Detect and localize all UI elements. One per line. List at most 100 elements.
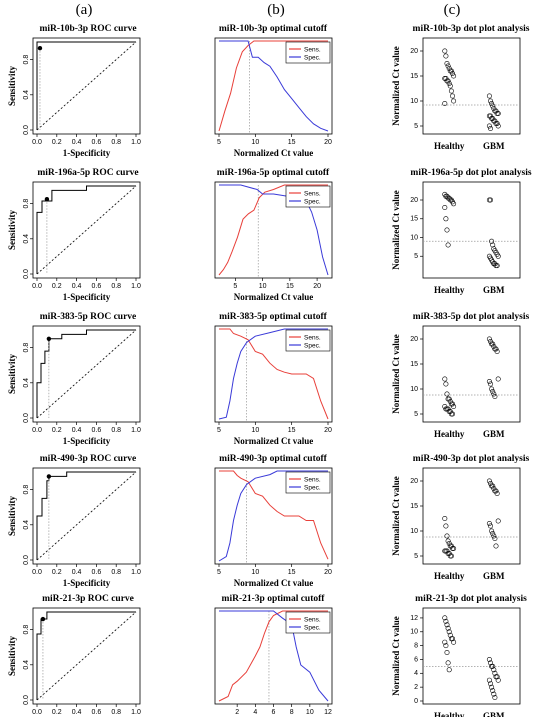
chart-panel-roc: miR-490-3p ROC curve 0.0 0.2 0.4 0.6 0.8 1.0 0.… — [7, 454, 141, 588]
chart-panel-roc: miR-21-3p ROC curve 0.0 0.2 0.4 0.6 0.8 1.0 0.0… — [7, 594, 141, 716]
column-label-b: (b) — [267, 2, 285, 18]
x-tick-label: 0.6 — [92, 569, 102, 576]
healthy-point — [448, 88, 454, 94]
gbm-point — [489, 386, 495, 392]
gbm-point — [494, 263, 500, 269]
legend-box — [285, 329, 331, 352]
gbm-point — [495, 376, 501, 382]
y-tick-label: 15 — [410, 361, 418, 368]
x-tick-label: 0.2 — [52, 709, 62, 716]
y-tick-label: 4 — [414, 670, 418, 677]
sensitivity-curve — [218, 40, 328, 132]
x-axis-label: 1-Specificity — [63, 578, 111, 588]
y-axis-label: Normalized Ct value — [391, 616, 401, 695]
chart-title: miR-10b-3p ROC curve — [39, 24, 136, 34]
x-tick-label: 8 — [290, 709, 294, 716]
chance-line — [36, 611, 137, 701]
healthy-point — [446, 629, 452, 635]
healthy-point — [442, 615, 448, 621]
x-tick-label: 0.0 — [32, 709, 42, 716]
healthy-point — [448, 553, 454, 559]
x-tick-label: 0.6 — [92, 427, 102, 434]
y-axis-label: Sensitivity — [7, 66, 17, 107]
x-tick-label: 15 — [288, 427, 296, 434]
healthy-point — [444, 533, 450, 539]
legend-label: Sens. — [304, 190, 321, 197]
y-tick-label: 0.8 — [23, 625, 30, 635]
plot-frame — [422, 607, 521, 705]
category-label: GBM — [483, 285, 505, 295]
gbm-point — [494, 674, 500, 680]
x-tick-label: 1.0 — [131, 709, 141, 716]
chart-panel-cutoff: miR-490-3p optimal cutoff Sens.Spec. 5 10 15… — [214, 454, 333, 588]
chart-panel-dot: miR-21-3p dot plot analysis Healthy GBM 0 2 4… — [391, 594, 527, 717]
y-axis-label: Normalized Ct value — [391, 476, 401, 555]
gbm-point — [487, 681, 493, 687]
gbm-point — [486, 123, 492, 129]
specificity-curve — [218, 470, 328, 562]
legend-label: Sens. — [304, 476, 321, 483]
legend-box — [285, 185, 331, 208]
optimal-point — [46, 336, 52, 341]
x-tick-label: 0.8 — [111, 569, 121, 576]
y-tick-label: 0.4 — [23, 234, 30, 244]
x-tick-label: 1.0 — [131, 427, 141, 434]
specificity-curve — [219, 610, 329, 702]
gbm-point — [495, 253, 501, 259]
gbm-point — [486, 197, 492, 203]
y-axis-label: Normalized Ct value — [391, 334, 401, 413]
y-tick-label: 6 — [414, 656, 418, 663]
gbm-point — [486, 378, 492, 384]
y-axis-label: Sensitivity — [7, 636, 17, 677]
y-tick-label: 0.4 — [23, 520, 30, 530]
legend-box — [285, 471, 331, 494]
gbm-point — [487, 523, 493, 529]
y-tick-label: 0.4 — [23, 660, 30, 670]
x-tick-label: 6 — [272, 709, 276, 716]
gbm-point — [490, 103, 496, 109]
healthy-point — [444, 60, 450, 66]
plot-frame — [214, 37, 333, 135]
y-tick-label: 0.0 — [23, 695, 30, 705]
healthy-point — [442, 639, 448, 645]
gbm-point — [492, 694, 498, 700]
gbm-point — [490, 530, 496, 536]
gbm-point — [495, 123, 501, 129]
gbm-point — [490, 688, 496, 694]
x-axis-label: Normalized Ct value — [234, 292, 313, 302]
chart-panel-cutoff: miR-196a-5p optimal cutoff Sens.Spec. 5 10 1… — [214, 168, 333, 302]
gbm-point — [493, 543, 499, 549]
gbm-point — [490, 483, 496, 489]
healthy-point — [451, 98, 457, 104]
y-axis-label: Normalized Ct value — [391, 46, 401, 125]
x-tick-label: 0.4 — [72, 427, 82, 434]
legend-label: Spec. — [304, 342, 321, 349]
gbm-point — [486, 478, 492, 484]
healthy-point — [449, 93, 455, 99]
y-tick-label: 10 — [410, 629, 418, 636]
y-tick-label: 10 — [410, 528, 418, 535]
chart-title: miR-490-3p dot plot analysis — [413, 454, 530, 464]
plot-frame — [214, 467, 333, 565]
panel-grid: miR-10b-3p ROC curve 0.0 0.2 0.4 0.6 0.8 1.0 0.… — [7, 24, 532, 717]
legend-label: Spec. — [304, 624, 321, 631]
legend-label: Sens. — [304, 616, 321, 623]
chart-panel-dot: miR-490-3p dot plot analysis Healthy GBM 5 1… — [391, 454, 529, 581]
gbm-point — [487, 197, 493, 203]
healthy-point — [449, 71, 455, 77]
x-axis-label: Normalized Ct value — [234, 148, 313, 158]
optimal-point — [46, 474, 52, 479]
chart-title: miR-21-3p dot plot analysis — [415, 594, 527, 604]
gbm-point — [494, 348, 500, 354]
x-tick-label: 0.2 — [52, 427, 62, 434]
x-tick-label: 0.2 — [52, 139, 62, 146]
healthy-point — [443, 381, 449, 387]
plot-frame — [32, 181, 141, 279]
healthy-point — [442, 48, 448, 54]
plot-frame — [422, 181, 521, 279]
y-tick-label: 20 — [410, 197, 418, 204]
gbm-point — [490, 341, 496, 347]
healthy-point — [446, 396, 452, 402]
chart-title: miR-196a-5p dot plot analysis — [410, 168, 531, 178]
